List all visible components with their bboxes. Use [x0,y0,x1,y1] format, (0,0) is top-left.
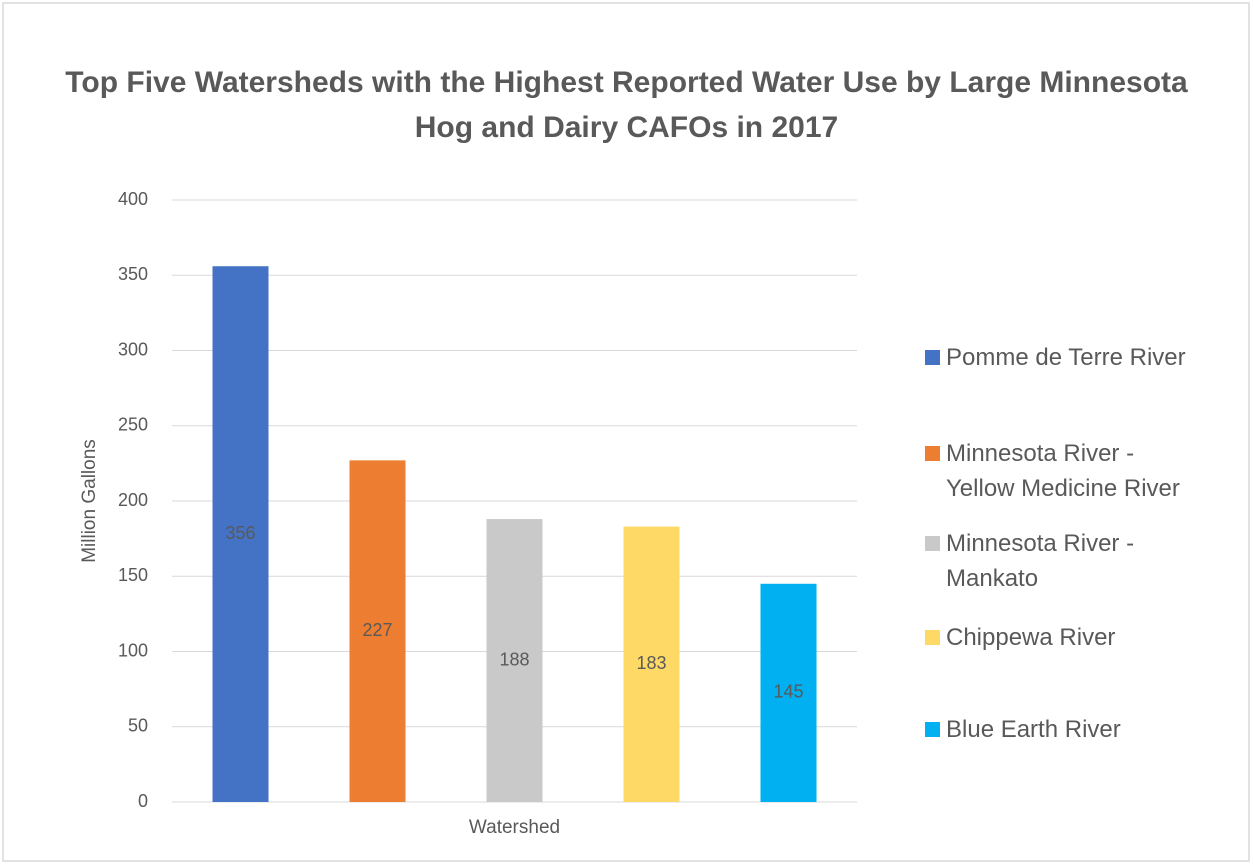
legend-swatch [925,446,940,461]
bar [760,583,817,802]
legend-label: Pomme de Terre River [946,344,1186,371]
y-tick-label: 0 [138,791,148,811]
y-tick-label: 400 [118,189,148,209]
bar [623,526,680,802]
bar [349,460,406,802]
data-label: 356 [225,523,255,543]
legend-label: Blue Earth River [946,716,1121,743]
y-tick-label: 100 [118,640,148,660]
y-tick-label: 150 [118,565,148,585]
bar [212,266,269,803]
data-label: 227 [362,620,392,640]
y-tick-label: 350 [118,264,148,284]
data-label: 183 [636,653,666,673]
legend-item: Chippewa River [925,620,1225,655]
y-tick-label: 250 [118,415,148,435]
legend-label: Minnesota River - Mankato [946,530,1135,592]
y-axis-title: Million Gallons [79,439,100,563]
bar [486,519,543,802]
y-tick-label: 200 [118,490,148,510]
legend-label: Chippewa River [946,624,1116,651]
x-tick-label: Watershed [469,817,560,838]
data-label: 145 [773,682,803,702]
legend-swatch [925,536,940,551]
data-label: 188 [499,649,529,669]
legend-swatch [925,722,940,737]
legend-item: Blue Earth River [925,712,1225,747]
legend-swatch [925,350,940,365]
legend-item: Pomme de Terre River [925,340,1225,375]
y-tick-label: 300 [118,339,148,359]
y-tick-label: 50 [128,716,148,736]
chart-title: Top Five Watersheds with the Highest Rep… [65,66,1188,144]
legend-label: Minnesota River - Yellow Medicine River [946,440,1180,502]
legend-swatch [925,630,940,645]
legend-item: Minnesota River - Mankato [925,526,1225,596]
legend-item: Minnesota River - Yellow Medicine River [925,436,1225,506]
